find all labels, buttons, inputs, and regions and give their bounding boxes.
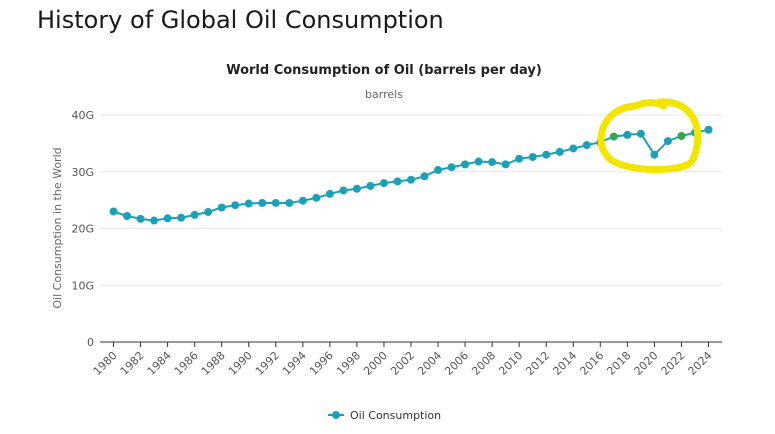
data-point[interactable] [542,150,551,159]
y-axis-label: Oil Consumption in the World [51,147,64,308]
data-point[interactable] [123,212,132,221]
data-point[interactable] [569,144,578,153]
legend[interactable]: Oil Consumption [328,409,441,422]
x-tick-label: 2008 [469,349,498,378]
series-oil-consumption [109,125,713,225]
x-tick-label: 1988 [199,349,228,378]
x-tick-label: 1992 [253,349,282,378]
data-point[interactable] [474,157,483,166]
x-tick-label: 2002 [388,349,417,378]
y-axis-ticks: 0 10G 20G 30G 40G [71,109,94,349]
x-tick-label: 2010 [496,349,525,378]
data-point[interactable] [136,214,145,223]
y-tick-label: 0 [87,336,94,349]
data-point[interactable] [663,137,672,146]
x-tick-label: 1982 [118,349,147,378]
chart-title: World Consumption of Oil (barrels per da… [226,63,542,78]
y-tick-label: 20G [71,223,94,236]
data-point[interactable] [461,160,470,169]
data-point[interactable] [312,193,321,202]
x-tick-label: 2004 [415,349,444,378]
x-tick-label: 1986 [172,349,201,378]
data-point-highlighted[interactable] [609,132,618,141]
data-point[interactable] [352,184,361,193]
x-tick-label: 1990 [226,349,255,378]
y-tick-label: 10G [71,279,94,292]
y-tick-label: 30G [71,166,94,179]
data-point[interactable] [298,196,307,205]
data-point[interactable] [636,129,645,138]
data-point[interactable] [393,177,402,186]
data-point[interactable] [623,130,632,139]
data-point[interactable] [109,207,118,216]
data-point[interactable] [515,154,524,163]
data-point[interactable] [163,214,172,223]
x-axis: 1980198219841986198819901992199419961998… [91,341,722,378]
data-point[interactable] [379,179,388,188]
x-tick-label: 1984 [145,349,174,378]
grid-lines [100,114,722,286]
data-point[interactable] [582,141,591,150]
data-point[interactable] [190,210,199,219]
x-tick-label: 2012 [523,349,552,378]
data-point[interactable] [407,175,415,184]
data-point[interactable] [217,203,226,212]
data-point[interactable] [650,150,659,159]
legend-label[interactable]: Oil Consumption [350,409,441,422]
data-point[interactable] [555,147,564,156]
highlight-annotation [597,98,702,173]
data-point[interactable] [325,189,334,198]
x-tick-label: 1980 [91,349,120,378]
x-tick-label: 2006 [442,349,471,378]
x-tick-label: 1994 [280,349,309,378]
chart-subtitle: barrels [365,88,403,101]
data-point[interactable] [528,152,537,161]
data-point[interactable] [271,198,280,207]
data-point[interactable] [150,216,159,225]
series-line [113,128,709,222]
legend-marker [332,411,340,419]
data-point[interactable] [447,163,456,172]
data-point[interactable] [204,208,213,217]
x-tick-label: 2024 [686,349,715,378]
x-tick-label: 1996 [307,349,336,378]
data-point[interactable] [177,213,186,222]
y-tick-label: 40G [71,109,94,122]
data-point[interactable] [244,199,253,208]
data-point[interactable] [366,181,375,190]
data-point[interactable] [339,186,348,195]
data-point[interactable] [434,166,443,175]
data-point[interactable] [488,158,497,167]
annotation-circle [597,98,702,173]
x-tick-label: 2016 [577,349,606,378]
data-point[interactable] [285,198,294,207]
x-tick-label: 2000 [361,349,390,378]
x-tick-label: 2014 [550,349,579,378]
data-point[interactable] [501,160,510,169]
page-heading: History of Global Oil Consumption [37,6,444,34]
x-tick-label: 1998 [334,349,363,378]
data-point-highlighted[interactable] [677,131,686,140]
data-point[interactable] [258,198,267,207]
data-point[interactable] [231,201,240,210]
x-tick-label: 2022 [659,349,688,378]
data-point[interactable] [420,172,429,181]
x-tick-label: 2018 [604,349,633,378]
x-tick-label: 2020 [632,349,661,378]
data-point[interactable] [704,125,713,134]
